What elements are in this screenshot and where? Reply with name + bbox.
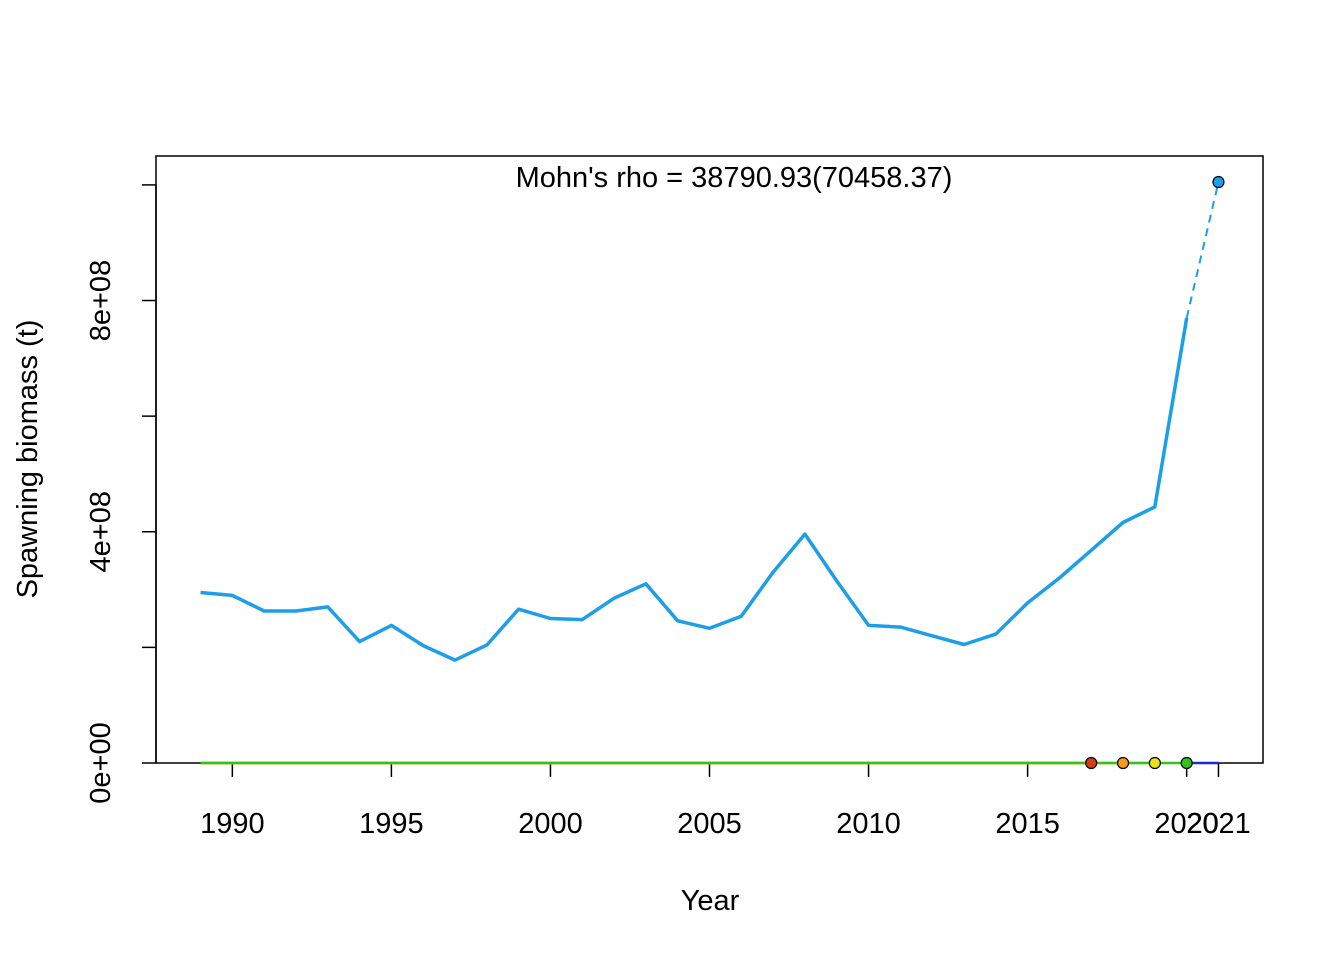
y-tick-label: 4e+08 (85, 491, 117, 572)
y-tick-label: 8e+08 (85, 260, 117, 341)
series-end-point-4 (1180, 756, 1193, 770)
x-axis-title: Year (681, 885, 740, 917)
x-tick-label: 1995 (359, 808, 424, 840)
series-projection-0 (1185, 181, 1220, 319)
y-axis: 0e+00 4e+08 8e+08 (85, 184, 157, 804)
series-line-0 (200, 317, 1189, 662)
chart-title: Mohn's rho = 38790.93(70458.37) (516, 162, 953, 194)
series-layer (200, 181, 1220, 765)
series-end-point-3 (1148, 756, 1161, 770)
series-end-point-2 (1116, 756, 1130, 770)
points-layer (1085, 175, 1225, 770)
x-tick-label: 2000 (518, 808, 583, 840)
x-tick-label: 2005 (677, 808, 742, 840)
y-axis-title: Spawning biomass (t) (12, 320, 44, 599)
final-point (1212, 175, 1225, 189)
x-tick-label: 2015 (995, 808, 1060, 840)
x-tick-label: 2010 (836, 808, 901, 840)
series-end-point-1 (1085, 756, 1098, 770)
y-tick-label: 0e+00 (85, 722, 117, 803)
x-tick-label: 2020 (1154, 808, 1219, 840)
x-tick-label: 1990 (200, 808, 265, 840)
x-tick-label: 2021 (1186, 808, 1251, 840)
